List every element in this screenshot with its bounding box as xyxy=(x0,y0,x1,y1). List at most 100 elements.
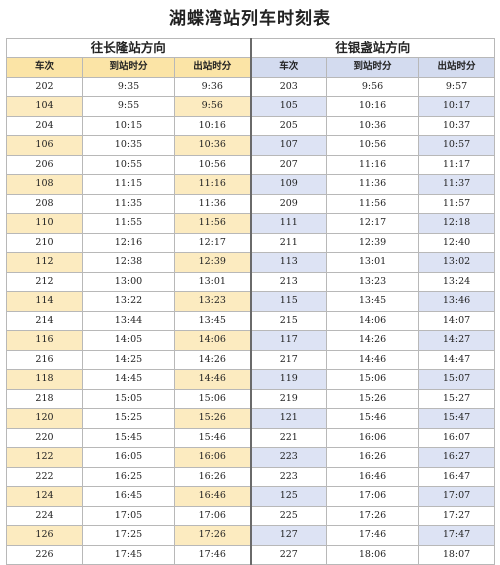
train-no-cell: 224 xyxy=(6,505,83,526)
arrival-cell: 16:05 xyxy=(82,447,175,468)
arrival-cell: 17:46 xyxy=(326,525,420,546)
departure-cell: 17:47 xyxy=(418,525,496,546)
arrival-cell: 12:17 xyxy=(326,213,420,234)
train-no-cell: 214 xyxy=(6,310,83,331)
arrival-cell: 11:56 xyxy=(326,193,420,214)
arrival-cell: 14:46 xyxy=(326,349,420,370)
train-no-cell: 116 xyxy=(6,330,83,351)
arrival-cell: 10:16 xyxy=(326,96,420,117)
departure-cell: 14:27 xyxy=(418,330,496,351)
train-no-cell: 104 xyxy=(6,96,83,117)
departure-cell: 10:57 xyxy=(418,135,496,156)
timetable: 往长隆站方向 往银盏站方向 车次 到站时分 出站时分 车次 到站时分 出站时分 … xyxy=(5,38,496,565)
arrival-cell: 9:55 xyxy=(82,96,175,117)
arrival-cell: 11:35 xyxy=(82,193,175,214)
departure-cell: 17:06 xyxy=(173,505,252,526)
arrival-cell: 16:45 xyxy=(82,486,175,507)
arrival-cell: 17:45 xyxy=(82,544,175,565)
arrival-cell: 15:46 xyxy=(326,408,420,429)
train-no-cell: 126 xyxy=(6,525,83,546)
arrival-cell: 11:16 xyxy=(326,154,420,175)
arrival-cell: 16:46 xyxy=(326,466,420,487)
table-row: 206 10:55 10:56 207 11:16 11:17 xyxy=(6,154,496,175)
table-row: 212 13:00 13:01 213 13:23 13:24 xyxy=(6,271,496,292)
header-departure: 出站时分 xyxy=(173,57,252,78)
table-row: 226 17:45 17:46 227 18:06 18:07 xyxy=(6,544,496,565)
departure-cell: 14:46 xyxy=(173,369,252,390)
table-row: 112 12:38 12:39 113 13:01 13:02 xyxy=(6,252,496,273)
arrival-cell: 15:05 xyxy=(82,388,175,409)
arrival-cell: 14:06 xyxy=(326,310,420,331)
train-no-cell: 205 xyxy=(249,115,328,136)
arrival-cell: 10:56 xyxy=(326,135,420,156)
train-no-cell: 124 xyxy=(6,486,83,507)
table-row: 124 16:45 16:46 125 17:06 17:07 xyxy=(6,486,496,507)
train-no-cell: 111 xyxy=(249,213,328,234)
table-row: 104 9:55 9:56 105 10:16 10:17 xyxy=(6,96,496,117)
train-no-cell: 225 xyxy=(249,505,328,526)
departure-cell: 10:36 xyxy=(173,135,252,156)
direction-row: 往长隆站方向 往银盏站方向 xyxy=(5,38,496,58)
train-no-cell: 110 xyxy=(6,213,83,234)
page-title: 湖蝶湾站列车时刻表 xyxy=(169,9,331,29)
arrival-cell: 17:26 xyxy=(326,505,420,526)
table-row: 114 13:22 13:23 115 13:45 13:46 xyxy=(6,291,496,312)
arrival-cell: 15:26 xyxy=(326,388,420,409)
departure-cell: 14:47 xyxy=(418,349,496,370)
departure-cell: 14:26 xyxy=(173,349,252,370)
train-no-cell: 112 xyxy=(6,252,83,273)
departure-cell: 17:27 xyxy=(418,505,496,526)
table-row: 118 14:45 14:46 119 15:06 15:07 xyxy=(6,369,496,390)
train-no-cell: 221 xyxy=(249,427,328,448)
train-no-cell: 212 xyxy=(6,271,83,292)
arrival-cell: 13:44 xyxy=(82,310,175,331)
arrival-cell: 15:25 xyxy=(82,408,175,429)
train-no-cell: 223 xyxy=(249,466,328,487)
train-no-cell: 121 xyxy=(249,408,328,429)
train-no-cell: 125 xyxy=(249,486,328,507)
departure-cell: 10:16 xyxy=(173,115,252,136)
train-no-cell: 223 xyxy=(249,447,328,468)
train-no-cell: 120 xyxy=(6,408,83,429)
train-no-cell: 217 xyxy=(249,349,328,370)
train-no-cell: 203 xyxy=(249,76,328,97)
arrival-cell: 12:16 xyxy=(82,232,175,253)
train-no-cell: 219 xyxy=(249,388,328,409)
arrival-cell: 11:55 xyxy=(82,213,175,234)
arrival-cell: 10:36 xyxy=(326,115,420,136)
header-train-no: 车次 xyxy=(6,57,83,78)
departure-cell: 16:06 xyxy=(173,447,252,468)
train-no-cell: 226 xyxy=(6,544,83,565)
departure-cell: 11:36 xyxy=(173,193,252,214)
arrival-cell: 9:56 xyxy=(326,76,420,97)
arrival-cell: 17:05 xyxy=(82,505,175,526)
arrival-cell: 10:55 xyxy=(82,154,175,175)
departure-cell: 12:17 xyxy=(173,232,252,253)
arrival-cell: 17:25 xyxy=(82,525,175,546)
train-no-cell: 202 xyxy=(6,76,83,97)
departure-cell: 15:46 xyxy=(173,427,252,448)
departure-cell: 15:47 xyxy=(418,408,496,429)
departure-cell: 17:26 xyxy=(173,525,252,546)
departure-cell: 9:36 xyxy=(173,76,252,97)
arrival-cell: 14:25 xyxy=(82,349,175,370)
departure-cell: 11:17 xyxy=(418,154,496,175)
train-no-cell: 127 xyxy=(249,525,328,546)
header-arrival: 到站时分 xyxy=(82,57,175,78)
table-row: 116 14:05 14:06 117 14:26 14:27 xyxy=(6,330,496,351)
arrival-cell: 11:15 xyxy=(82,174,175,195)
train-no-cell: 107 xyxy=(249,135,328,156)
table-row: 222 16:25 16:26 223 16:46 16:47 xyxy=(6,466,496,487)
train-no-cell: 109 xyxy=(249,174,328,195)
table-row: 210 12:16 12:17 211 12:39 12:40 xyxy=(6,232,496,253)
arrival-cell: 15:06 xyxy=(326,369,420,390)
arrival-cell: 11:36 xyxy=(326,174,420,195)
departure-cell: 10:37 xyxy=(418,115,496,136)
train-no-cell: 106 xyxy=(6,135,83,156)
arrival-cell: 13:45 xyxy=(326,291,420,312)
departure-cell: 16:27 xyxy=(418,447,496,468)
arrival-cell: 13:22 xyxy=(82,291,175,312)
departure-cell: 13:23 xyxy=(173,291,252,312)
departure-cell: 12:18 xyxy=(418,213,496,234)
arrival-cell: 14:26 xyxy=(326,330,420,351)
